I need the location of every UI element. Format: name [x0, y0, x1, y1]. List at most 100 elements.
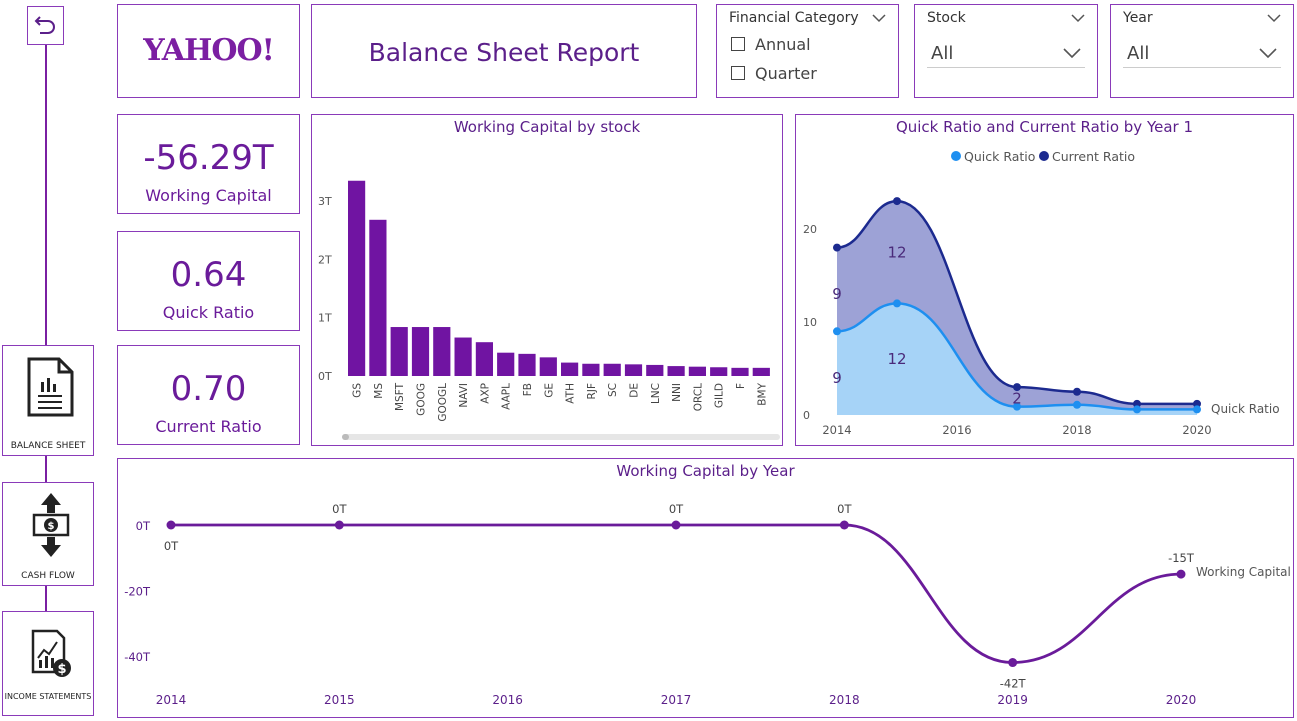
x-tick-label: SC: [607, 383, 619, 397]
x-tick-label: 2020: [1166, 693, 1197, 707]
current-ratio-point: [833, 243, 841, 252]
current-ratio-point: [1073, 387, 1081, 396]
quick-ratio-point: [1073, 400, 1081, 409]
kpi-working-capital-value: -56.29T: [143, 138, 274, 178]
x-tick-label: ATH: [565, 383, 577, 404]
y-tick-label: 1T: [318, 312, 332, 325]
year-dropdown[interactable]: All: [1123, 36, 1281, 68]
working-capital-point: [839, 520, 849, 530]
nav-balance-sheet[interactable]: BALANCE SHEET: [2, 345, 94, 456]
kpi-quick-ratio: 0.64 Quick Ratio: [117, 231, 300, 331]
point-label: 0T: [837, 502, 852, 516]
working-capital-by-year-chart: Working Capital by Year 0T -20T -40T 2014 20…: [117, 458, 1294, 718]
bar-chart-svg: 0T 1T 2T 3T GS MS MSFT GOOG GOOGL NAVI AXP AAPL FB GE…: [318, 180, 770, 422]
chevron-down-icon[interactable]: [1071, 13, 1085, 23]
x-tick-label: 2018: [829, 693, 860, 707]
x-tick-label: RJF: [586, 383, 598, 399]
x-tick-label: GOOG: [416, 383, 428, 416]
working-capital-point: [1008, 658, 1018, 668]
x-tick-label: AXP: [479, 383, 491, 404]
yahoo-logo: YAHOO!: [143, 33, 275, 68]
working-capital-point: [166, 520, 176, 530]
quick-ratio-point: [1133, 405, 1141, 414]
nav-label-balance-sheet: BALANCE SHEET: [10, 441, 86, 451]
page-title: Balance Sheet Report: [368, 38, 640, 67]
chart-title: Quick Ratio and Current Ratio by Year 1: [895, 118, 1194, 136]
bar-ms: [369, 219, 387, 376]
back-button[interactable]: [27, 6, 64, 45]
bar-bmy: [752, 367, 770, 376]
horizontal-scrollbar[interactable]: [342, 434, 780, 440]
x-tick-label: 2018: [1062, 423, 1091, 437]
data-label: 9: [832, 285, 842, 303]
kpi-current-ratio: 0.70 Current Ratio: [117, 345, 300, 445]
x-tick-label: NNI: [671, 383, 683, 402]
quarter-checkbox[interactable]: [731, 66, 745, 80]
y-tick-label: 2T: [318, 253, 332, 266]
x-tick-label: MSFT: [394, 382, 406, 411]
y-tick-label: 0T: [318, 370, 332, 383]
bar-nni: [667, 366, 685, 376]
kpi-current-ratio-label: Current Ratio: [155, 417, 262, 436]
bar-rjf: [582, 363, 600, 376]
series-end-label: Quick Ratio: [1211, 402, 1280, 416]
bar-ge: [539, 357, 557, 376]
legend-marker: [1039, 151, 1049, 161]
financial-category-slicer: Financial Category Annual Quarter: [716, 4, 899, 98]
x-tick-label: MS: [373, 383, 385, 399]
chevron-down-icon[interactable]: [872, 13, 886, 23]
kpi-current-ratio-value: 0.70: [170, 369, 247, 409]
point-label: 0T: [669, 502, 684, 516]
scrollbar-thumb[interactable]: [342, 434, 349, 440]
kpi-working-capital: -56.29T Working Capital: [117, 114, 300, 214]
kpi-quick-ratio-value: 0.64: [170, 255, 247, 295]
data-label: 12: [887, 350, 906, 368]
svg-text:$: $: [57, 662, 66, 677]
year-slicer-title: Year: [1123, 10, 1153, 26]
x-tick-label: 2016: [942, 423, 971, 437]
annual-checkbox[interactable]: [731, 37, 745, 51]
nav-cash-flow[interactable]: $ CASH FLOW: [2, 482, 94, 586]
legend-marker: [951, 151, 961, 161]
current-ratio-point: [893, 197, 901, 206]
x-tick-label: 2014: [822, 423, 851, 437]
annual-label[interactable]: Annual: [755, 35, 811, 54]
balance-sheet-document-icon: [27, 357, 74, 417]
chevron-down-icon: [1259, 48, 1277, 59]
legend-label: Quick Ratio: [964, 149, 1035, 164]
quick-ratio-point: [833, 327, 841, 336]
current-ratio-point: [1193, 399, 1201, 408]
quick-ratio-point: [1193, 405, 1201, 414]
stock-dropdown[interactable]: All: [927, 36, 1085, 68]
title-card: Balance Sheet Report: [311, 4, 697, 98]
year-slicer: Year All: [1110, 4, 1294, 98]
bar-aapl: [497, 352, 515, 376]
x-tick-label: F: [735, 383, 747, 389]
data-label: 12: [887, 243, 906, 261]
data-label: 9: [832, 369, 842, 387]
bar-sc: [603, 363, 621, 376]
current-ratio-point: [1133, 399, 1141, 408]
quick-current-ratio-chart: Quick Ratio and Current Ratio by Year 1 …: [795, 114, 1294, 446]
x-tick-label: GE: [543, 383, 555, 398]
quick-ratio-point: [893, 299, 901, 308]
chevron-down-icon: [1063, 48, 1081, 59]
x-tick-label: LNC: [650, 383, 662, 404]
bar-orcl: [688, 366, 706, 376]
kpi-quick-ratio-label: Quick Ratio: [162, 303, 255, 322]
quarter-label[interactable]: Quarter: [755, 64, 817, 83]
nav-income-statements[interactable]: $ INCOME STATEMENTS: [2, 611, 94, 716]
area-chart-svg: Quick Ratio Current Ratio 0 10 20 2014 2016 201…: [803, 149, 1280, 437]
svg-text:$: $: [48, 521, 55, 532]
x-tick-label: ORCL: [692, 383, 704, 411]
bar-lnc: [646, 364, 664, 376]
x-tick-label: 2019: [997, 693, 1028, 707]
chevron-down-icon[interactable]: [1267, 13, 1281, 23]
x-tick-label: 2017: [661, 693, 692, 707]
stock-slicer-title: Stock: [927, 10, 966, 26]
data-label: 2: [1012, 389, 1022, 407]
point-label: -15T: [1168, 551, 1195, 565]
current-ratio-point: [1013, 383, 1021, 392]
y-tick-label: -20T: [124, 585, 151, 599]
bar-de: [624, 364, 643, 376]
